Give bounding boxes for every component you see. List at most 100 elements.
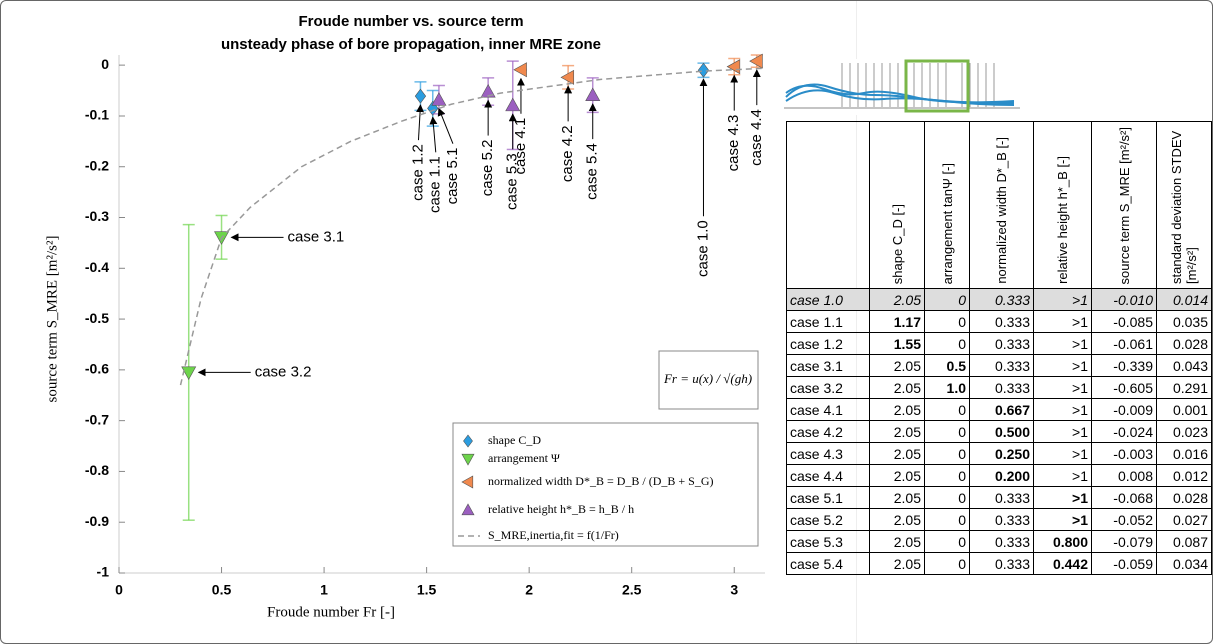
table-cell: 0.667 (969, 398, 1034, 421)
table-cell: -0.009 (1091, 398, 1157, 421)
table-header: shape C_D [-] arrangement tanΨ [-] normali… (786, 121, 1212, 289)
table-cell: 0.012 (1156, 464, 1212, 487)
table-cell: 0.333 (969, 508, 1034, 531)
chart-subtitle: unsteady phase of bore propagation, inne… (221, 36, 601, 53)
table-cell: 0 (924, 288, 970, 311)
point-label: case 5.2 (479, 140, 496, 197)
y-axis-label: source term S_MRE [m²/s²] (44, 236, 60, 403)
x-tick-label: 2.5 (622, 582, 642, 598)
table-cell: >1 (1033, 288, 1092, 311)
legend-label: shape C_D (488, 433, 541, 447)
table-row: case 1.0 2.05 0 0.333 >1 -0.010 0.014 (786, 288, 1212, 311)
table-cell: -0.605 (1091, 376, 1157, 399)
table-row: case 1.1 1.17 0 0.333 >1 -0.085 0.035 (786, 310, 1212, 333)
table-cell: 0.291 (1156, 376, 1212, 399)
x-tick-label: 0.5 (212, 582, 232, 598)
table-cell: 0 (924, 530, 970, 553)
y-tick-label: -0.9 (85, 513, 109, 529)
table-cell: case 1.1 (786, 310, 870, 333)
table-cell: 0.333 (969, 354, 1034, 377)
table-cell: 0.016 (1156, 442, 1212, 465)
table-cell: 2.05 (869, 398, 925, 421)
table-row: case 3.2 2.05 1.0 0.333 >1 -0.605 0.291 (786, 376, 1212, 399)
column-header-text: standard deviation STDEV [m²/s²] (1169, 130, 1199, 284)
legend-marker (461, 453, 475, 466)
table-cell: 0.333 (969, 376, 1034, 399)
table-cell: -0.059 (1091, 552, 1157, 575)
column-header: arrangement tanΨ [-] (924, 121, 970, 289)
point-label: case 4.4 (748, 109, 765, 166)
point-label: case 1.2 (409, 144, 426, 201)
legend-label: normalized width D*_B = D_B / (D_B + S_G… (488, 474, 714, 488)
table-cell: 0.001 (1156, 398, 1212, 421)
data-point (414, 88, 427, 104)
table-cell: 0.333 (969, 332, 1034, 355)
table-row: case 4.4 2.05 0 0.200 >1 0.008 0.012 (786, 464, 1212, 487)
data-point (585, 87, 601, 102)
table-cell: case 5.2 (786, 508, 870, 531)
table-cell: case 1.2 (786, 332, 870, 355)
legend-label: S_MRE,inertia,fit = f(1/Fr) (488, 528, 619, 542)
table-row: case 4.2 2.05 0 0.500 >1 -0.024 0.023 (786, 420, 1212, 443)
table-row: case 4.3 2.05 0 0.250 >1 -0.003 0.016 (786, 442, 1212, 465)
point-label: case 5.3 (504, 153, 521, 210)
table-cell: -0.024 (1091, 420, 1157, 443)
data-point (181, 366, 197, 381)
table-cell: 0.200 (969, 464, 1034, 487)
table-cell: >1 (1033, 398, 1092, 421)
table-cell: 2.05 (869, 552, 925, 575)
point-label: case 5.4 (584, 143, 601, 200)
label-arrow (429, 116, 438, 153)
label-arrow (437, 107, 454, 144)
table-cell: 0 (924, 552, 970, 575)
column-header: relative height h*_B [-] (1033, 121, 1092, 289)
point-label: case 1.1 (427, 156, 444, 213)
table-row: case 5.4 2.05 0 0.333 0.442 -0.059 0.034 (786, 552, 1212, 575)
y-tick-label: -0.7 (85, 411, 109, 427)
table-cell: case 4.1 (786, 398, 870, 421)
y-tick-label: -0.5 (85, 310, 109, 326)
table-cell: 0 (924, 420, 970, 443)
table-cell: 0 (924, 442, 970, 465)
formula-box (658, 350, 759, 410)
table-cell: 0.087 (1156, 530, 1212, 553)
legend-box (452, 422, 759, 547)
table-cell: >1 (1033, 442, 1092, 465)
table-cell: 2.05 (869, 376, 925, 399)
table-row: case 1.2 1.55 0 0.333 >1 -0.061 0.028 (786, 332, 1212, 355)
table-cell: -0.085 (1091, 310, 1157, 333)
table-cell: 0.800 (1033, 530, 1092, 553)
x-tick-label: 2 (525, 582, 533, 598)
thumb-bg (784, 59, 1020, 115)
table-cell: 2.05 (869, 464, 925, 487)
formula: Fr = u(x) / √(gh) (663, 371, 752, 386)
x-tick-label: 0 (115, 582, 123, 598)
table-cell: 0.034 (1156, 552, 1212, 575)
table-cell: 0.043 (1156, 354, 1212, 377)
table-cell: 2.05 (869, 442, 925, 465)
table-cell: case 1.0 (786, 288, 870, 311)
table-cell: -0.003 (1091, 442, 1157, 465)
table-cell: 0.442 (1033, 552, 1092, 575)
table-cell: 0.028 (1156, 332, 1212, 355)
y-tick-label: -0.6 (85, 361, 109, 377)
table-cell: case 5.1 (786, 486, 870, 509)
table-cell: case 5.4 (786, 552, 870, 575)
table-cell: 2.05 (869, 288, 925, 311)
label-arrow (416, 104, 425, 141)
legend-marker (461, 503, 475, 516)
column-header: normalized width D*_B [-] (969, 121, 1034, 289)
y-tick-label: -0.2 (85, 157, 109, 173)
table-cell: >1 (1033, 486, 1092, 509)
table-cell: >1 (1033, 332, 1092, 355)
table-cell: >1 (1033, 354, 1092, 377)
table-row: case 5.2 2.05 0 0.333 >1 -0.052 0.027 (786, 508, 1212, 531)
table-cell: >1 (1033, 310, 1092, 333)
table-cell: 0.023 (1156, 420, 1212, 443)
column-header-text: normalized width D*_B [-] (994, 137, 1009, 284)
table-cell: >1 (1033, 376, 1092, 399)
column-header-text: shape C_D [-] (889, 203, 905, 284)
table-cell: case 4.4 (786, 464, 870, 487)
table-cell: 0.333 (969, 288, 1034, 311)
